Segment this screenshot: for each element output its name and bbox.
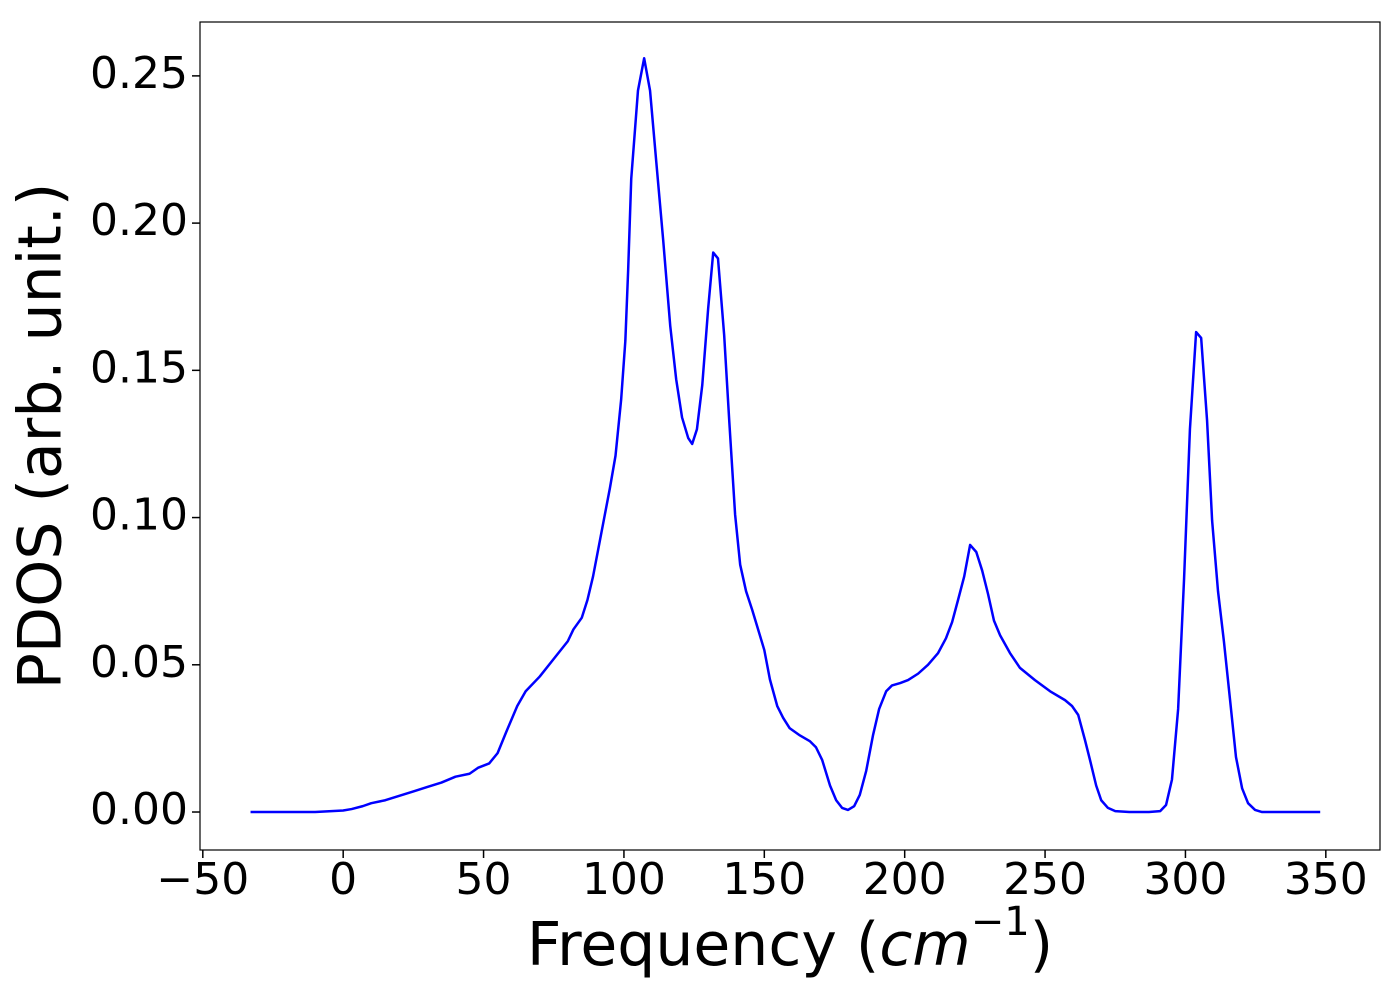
x-tick-label: 150 <box>722 854 806 905</box>
y-tick-label: 0.00 <box>90 784 188 835</box>
x-tick-label: 100 <box>582 854 666 905</box>
y-axis-label: PDOS (arb. unit.) <box>6 183 76 690</box>
y-tick-label: 0.05 <box>90 637 188 688</box>
x-label-text: ) <box>1030 910 1053 980</box>
y-tick-label: 0.25 <box>90 48 188 99</box>
x-tick-label: 300 <box>1143 854 1227 905</box>
x-label-unit: cm <box>879 910 970 980</box>
x-tick-label: 200 <box>863 854 947 905</box>
plot-frame <box>199 21 1381 851</box>
x-tick-label: 50 <box>456 854 512 905</box>
x-label-text: Frequency ( <box>527 910 879 980</box>
data-line <box>250 56 1321 814</box>
x-tick-label: −50 <box>156 854 249 905</box>
x-tick-label: 350 <box>1284 854 1368 905</box>
x-axis-label: Frequency (cm−1) <box>527 899 1053 980</box>
x-tick-label: 250 <box>1003 854 1087 905</box>
y-tick-label: 0.10 <box>90 490 188 541</box>
y-tick-label: 0.15 <box>90 342 188 393</box>
x-tick-label: 0 <box>329 854 357 905</box>
x-label-exponent: −1 <box>971 899 1030 945</box>
y-tick-label: 0.20 <box>90 195 188 246</box>
